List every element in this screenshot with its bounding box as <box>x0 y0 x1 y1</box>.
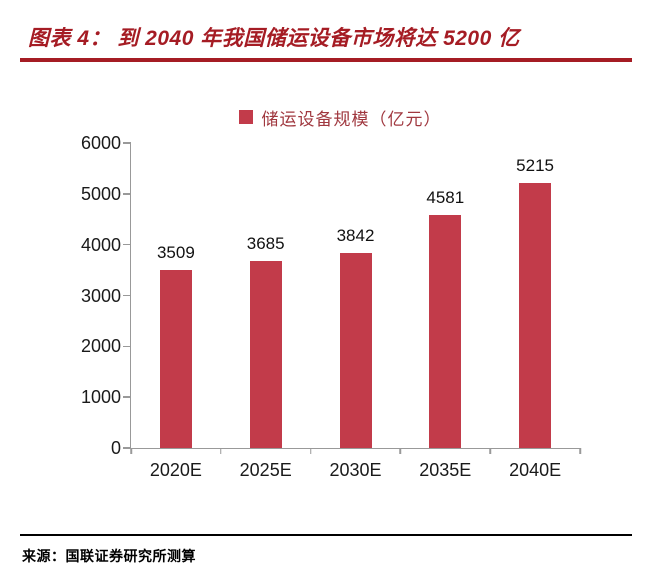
y-tick-mark <box>123 142 131 144</box>
legend-label: 储运设备规模（亿元） <box>261 109 442 129</box>
y-tick-label: 3000 <box>80 285 121 306</box>
x-tick-mark <box>309 448 312 454</box>
y-tick-mark <box>123 243 131 246</box>
x-tick-mark <box>130 448 132 454</box>
y-tick-mark <box>123 396 131 398</box>
bar <box>249 260 282 448</box>
bar-value-label: 3509 <box>156 242 195 262</box>
x-tick-mark <box>399 448 402 454</box>
bar-value-label: 5215 <box>516 155 555 175</box>
y-tick-label: 5000 <box>80 183 121 204</box>
y-tick-mark <box>123 294 131 297</box>
x-tick-label: 2030E <box>329 460 382 480</box>
source-divider <box>20 534 632 536</box>
y-tick-mark <box>123 447 131 449</box>
chart-legend: 储运设备规模（亿元） <box>80 105 600 129</box>
y-tick-mark <box>123 193 131 195</box>
bar <box>159 269 192 448</box>
y-tick-mark <box>123 345 131 348</box>
plot-area: 0 1000 2000 3000 4000 5000 6000 3509 2020E 3685 20… <box>81 134 581 480</box>
bar-value-label: 4581 <box>426 188 465 208</box>
bar <box>519 182 552 448</box>
y-tick-label: 4000 <box>80 234 121 255</box>
y-tick-label: 6000 <box>80 133 121 153</box>
title-divider <box>20 58 632 62</box>
source-text: 来源：国联证券研究所测算 <box>22 548 196 564</box>
y-tick-label: 1000 <box>80 387 121 408</box>
bar-value-label: 3842 <box>336 225 375 245</box>
x-tick-label: 2035E <box>419 460 472 480</box>
x-tick-label: 2020E <box>149 460 202 480</box>
x-tick-mark <box>579 448 581 454</box>
x-tick-label: 2025E <box>239 460 292 480</box>
figure-title: 图表 4： 到 2040 年我国储运设备市场将达 5200 亿 <box>28 27 520 50</box>
bar <box>339 252 372 448</box>
y-tick-label: 2000 <box>80 336 121 357</box>
legend-marker <box>238 110 253 124</box>
y-tick-label: 0 <box>110 438 121 458</box>
bar-chart: 储运设备规模（亿元） 0 1000 2000 3000 4000 5000 6000 3509… <box>80 105 600 497</box>
bar <box>429 215 462 448</box>
x-tick-label: 2040E <box>509 460 562 480</box>
bar-value-label: 3685 <box>246 233 285 253</box>
x-tick-mark <box>220 448 222 454</box>
x-tick-mark <box>489 448 491 454</box>
